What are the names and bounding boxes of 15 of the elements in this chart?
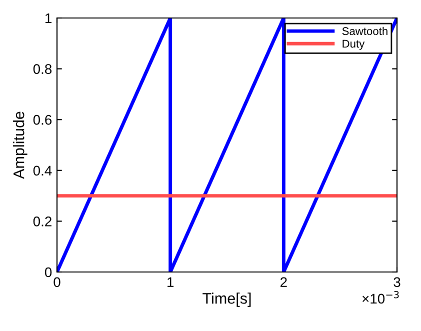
y-tick-label: 0 <box>44 267 52 278</box>
y-tick-label: 1 <box>45 13 52 24</box>
x-tick-label: 0 <box>54 277 60 288</box>
x-tick-label: 1 <box>168 277 174 287</box>
text: ×10$^{−3}$ <box>362 290 399 304</box>
y-tick-label: 0.6 <box>33 114 52 125</box>
y-tick-label: 0.2 <box>33 216 52 226</box>
y-tick-label: 0.4 <box>33 166 52 176</box>
y-tick-label: 0.8 <box>33 64 52 74</box>
legend-label: Sawtooth <box>342 26 388 36</box>
x-tick-label: 2 <box>280 277 287 287</box>
y-axis-title: Amplitude <box>13 112 28 179</box>
legend-label: Duty <box>342 40 365 50</box>
x-tick-label: 3 <box>394 277 400 288</box>
x-axis-title: Time[s] <box>202 292 251 307</box>
